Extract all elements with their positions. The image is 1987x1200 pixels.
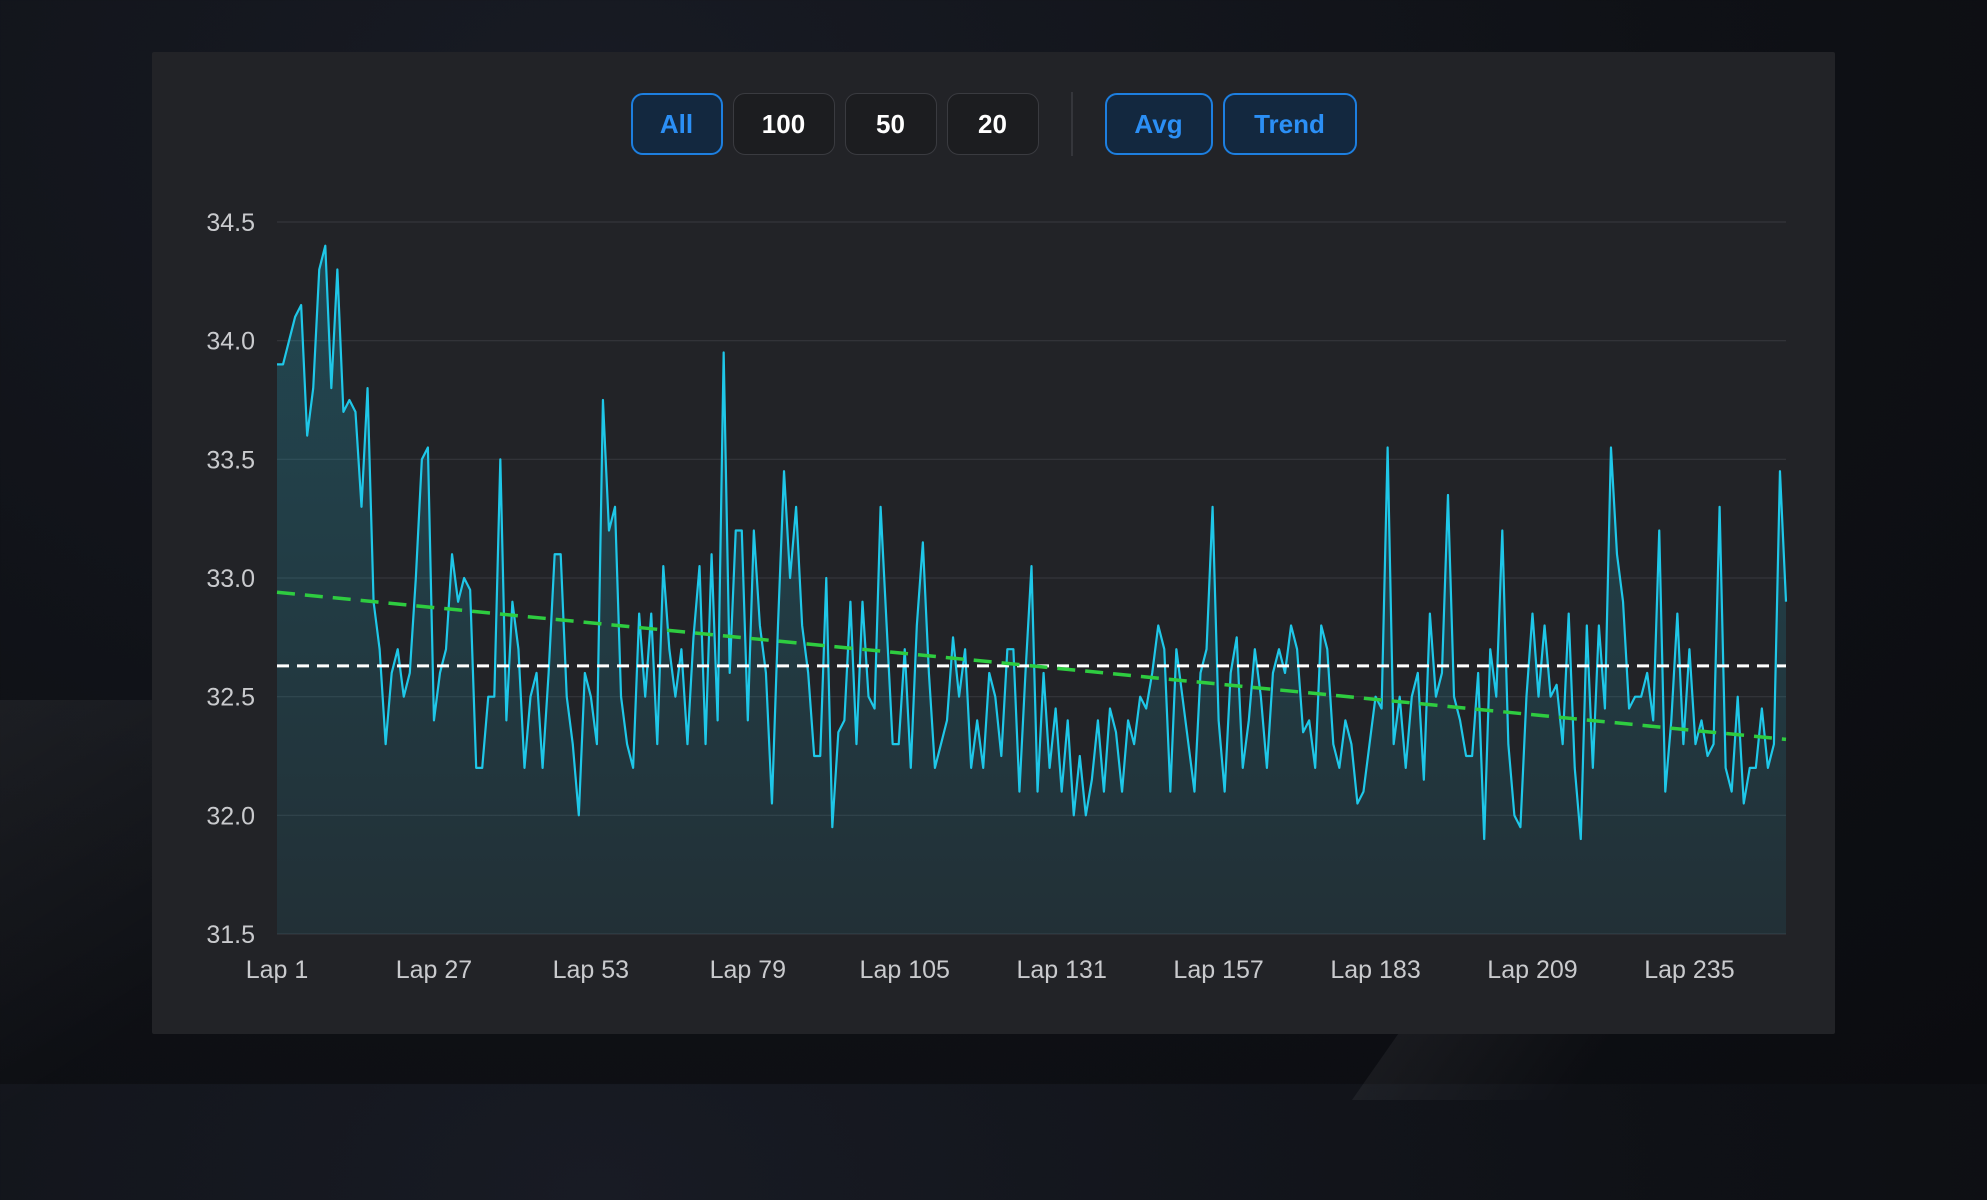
avg-toggle-button[interactable]: Avg xyxy=(1104,93,1213,155)
range-100-button[interactable]: 100 xyxy=(732,93,835,155)
y-tick-label: 31.5 xyxy=(206,921,255,949)
chart-toolbar: All 100 50 20 Avg Trend xyxy=(152,92,1835,156)
x-tick-label: Lap 183 xyxy=(1330,956,1420,984)
lap-time-line-chart: 34.5 34.0 33.5 33.0 32.5 32.0 31.5 Lap 1 Lap 27… xyxy=(206,209,1788,984)
lap-time-chart-panel: All 100 50 20 Avg Trend 34.5 34.0 33.5 33.0… xyxy=(152,52,1835,1034)
trend-toggle-button[interactable]: Trend xyxy=(1222,93,1357,155)
x-tick-label: Lap 157 xyxy=(1173,956,1263,984)
range-20-button[interactable]: 20 xyxy=(946,93,1039,155)
range-all-button[interactable]: All xyxy=(630,93,723,155)
trend-line xyxy=(276,590,1787,742)
y-tick-label: 32.5 xyxy=(206,684,255,712)
toolbar-divider xyxy=(1070,92,1073,156)
x-tick-label: Lap 53 xyxy=(553,956,629,984)
x-tick-label: Lap 79 xyxy=(710,956,786,984)
x-tick-label: Lap 1 xyxy=(246,956,309,984)
y-tick-label: 34.0 xyxy=(206,328,255,356)
lap-time-series-line xyxy=(277,244,1788,841)
y-tick-label: 33.0 xyxy=(206,565,255,593)
y-tick-label: 32.0 xyxy=(206,802,255,830)
y-tick-label: 33.5 xyxy=(206,446,255,474)
x-tick-label: Lap 131 xyxy=(1016,956,1106,984)
x-tick-label: Lap 235 xyxy=(1644,956,1734,984)
x-tick-label: Lap 105 xyxy=(860,956,950,984)
x-tick-label: Lap 27 xyxy=(396,956,472,984)
range-50-button[interactable]: 50 xyxy=(844,93,937,155)
x-tick-label: Lap 209 xyxy=(1487,956,1577,984)
y-tick-label: 34.5 xyxy=(206,209,255,237)
